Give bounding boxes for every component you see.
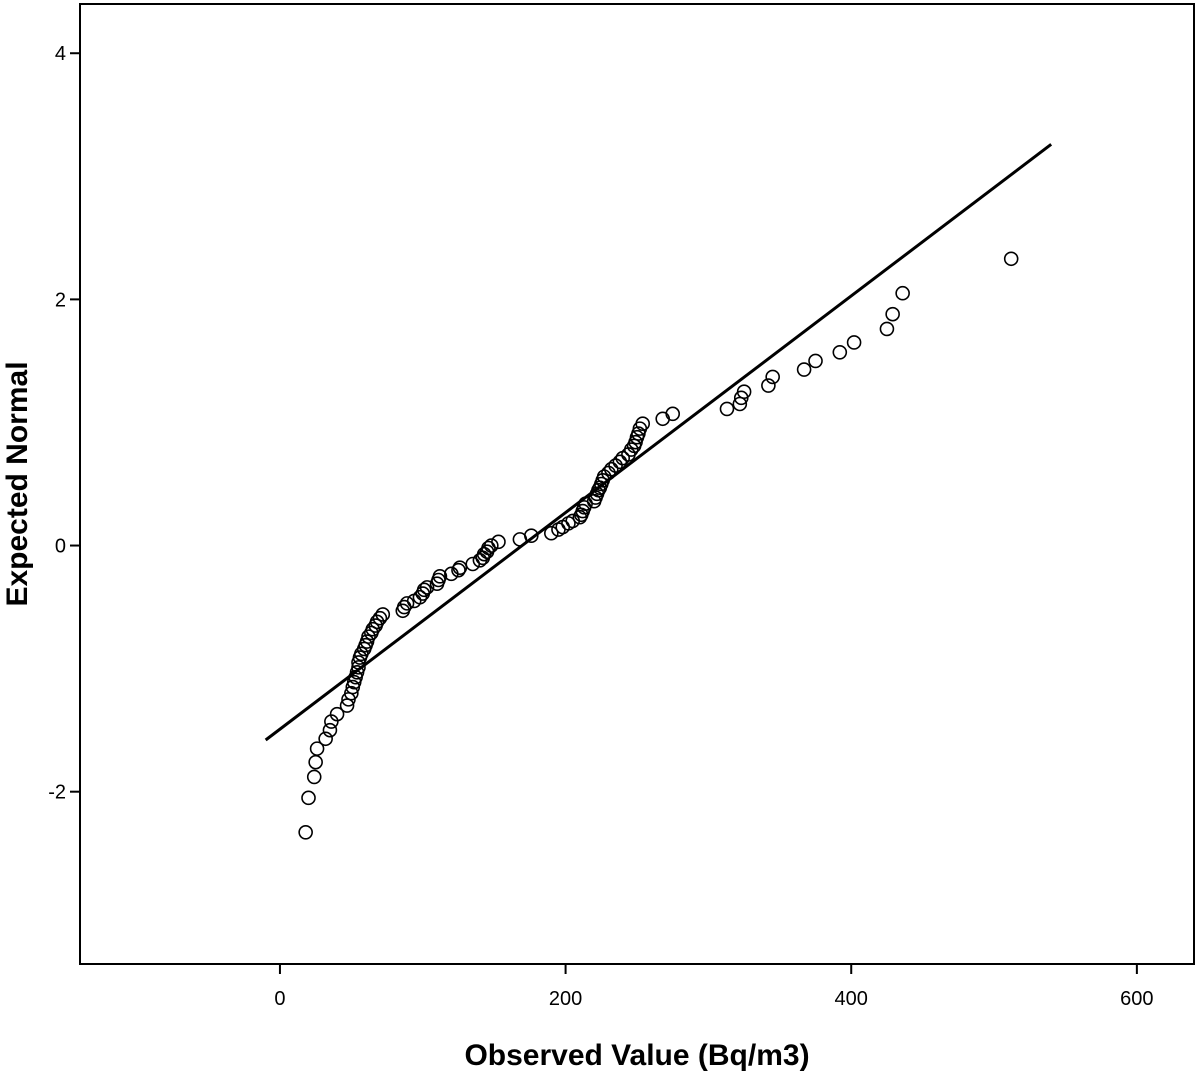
reference-line [264, 143, 1053, 742]
data-point [322, 722, 338, 738]
data-point [432, 569, 448, 584]
data-point [665, 406, 681, 422]
data-point [719, 401, 735, 417]
x-axis-title: Observed Value (Bq/m3) [464, 1039, 809, 1072]
data-point [846, 335, 862, 350]
y-axis-title: Expected Normal [1, 361, 34, 606]
x-tick-label: 200 [549, 988, 582, 1010]
data-point [832, 345, 848, 360]
data-point [318, 731, 333, 747]
x-tick-label: 400 [835, 988, 868, 1010]
data-point [306, 769, 322, 785]
data-point [765, 369, 780, 385]
data-point [344, 685, 359, 701]
data-point [796, 362, 812, 377]
data-point [635, 416, 651, 431]
data-point [736, 384, 752, 399]
y-axis: -2 0 2 4 [48, 43, 80, 804]
data-point [885, 306, 900, 322]
data-point [808, 353, 823, 369]
data-point [452, 560, 468, 575]
x-axis: 0 200 400 600 [274, 964, 1154, 1010]
y-tick-label: -2 [48, 782, 66, 804]
data-point [351, 660, 366, 675]
data-point [761, 378, 776, 393]
x-tick-label: 0 [274, 988, 285, 1010]
data-point [329, 706, 345, 722]
data-points [298, 251, 1019, 840]
y-tick-label: 4 [55, 43, 66, 65]
y-tick-label: 0 [55, 536, 66, 558]
data-point [879, 321, 895, 337]
data-point [1003, 251, 1019, 267]
data-point [298, 825, 313, 840]
data-point [365, 621, 381, 637]
data-point [309, 741, 325, 756]
data-point [375, 607, 391, 622]
data-point [301, 790, 316, 806]
y-tick-label: 2 [55, 289, 66, 311]
data-point [451, 562, 466, 578]
plot-frame [79, 3, 1195, 965]
data-point [895, 285, 910, 301]
data-point [372, 610, 388, 626]
data-point [603, 461, 619, 477]
data-point [416, 582, 432, 598]
data-point [419, 580, 435, 595]
data-point [524, 528, 539, 543]
data-point [612, 454, 628, 470]
x-tick-label: 600 [1120, 988, 1153, 1010]
data-point [412, 589, 428, 605]
data-point [399, 596, 415, 611]
data-point [484, 538, 499, 553]
data-point [491, 534, 506, 550]
data-point [361, 629, 376, 644]
data-point [544, 525, 559, 541]
data-point [623, 442, 639, 457]
